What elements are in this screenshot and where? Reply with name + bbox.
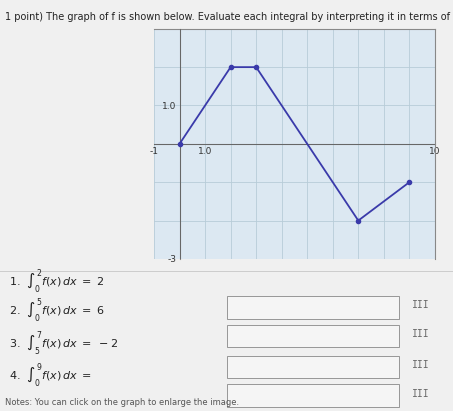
Text: 4.  $\int_0^9 f(x)\,dx\ =\ $: 4. $\int_0^9 f(x)\,dx\ =\ $	[9, 362, 92, 390]
Text: III: III	[412, 389, 430, 399]
Text: 2.  $\int_0^5 f(x)\,dx\ =\ 6$: 2. $\int_0^5 f(x)\,dx\ =\ 6$	[9, 296, 105, 325]
Text: 1.  $\int_0^2 f(x)\,dx\ =\ 2$: 1. $\int_0^2 f(x)\,dx\ =\ 2$	[9, 268, 105, 296]
Text: III: III	[412, 300, 430, 310]
Text: 3.  $\int_5^7 f(x)\,dx\ =\ -2$: 3. $\int_5^7 f(x)\,dx\ =\ -2$	[9, 329, 119, 358]
Text: III: III	[412, 360, 430, 370]
Text: Notes: You can click on the graph to enlarge the image.: Notes: You can click on the graph to enl…	[5, 398, 239, 407]
Text: 1 point) The graph of f is shown below. Evaluate each integral by interpreting i: 1 point) The graph of f is shown below. …	[5, 12, 453, 22]
Text: III: III	[412, 329, 430, 339]
